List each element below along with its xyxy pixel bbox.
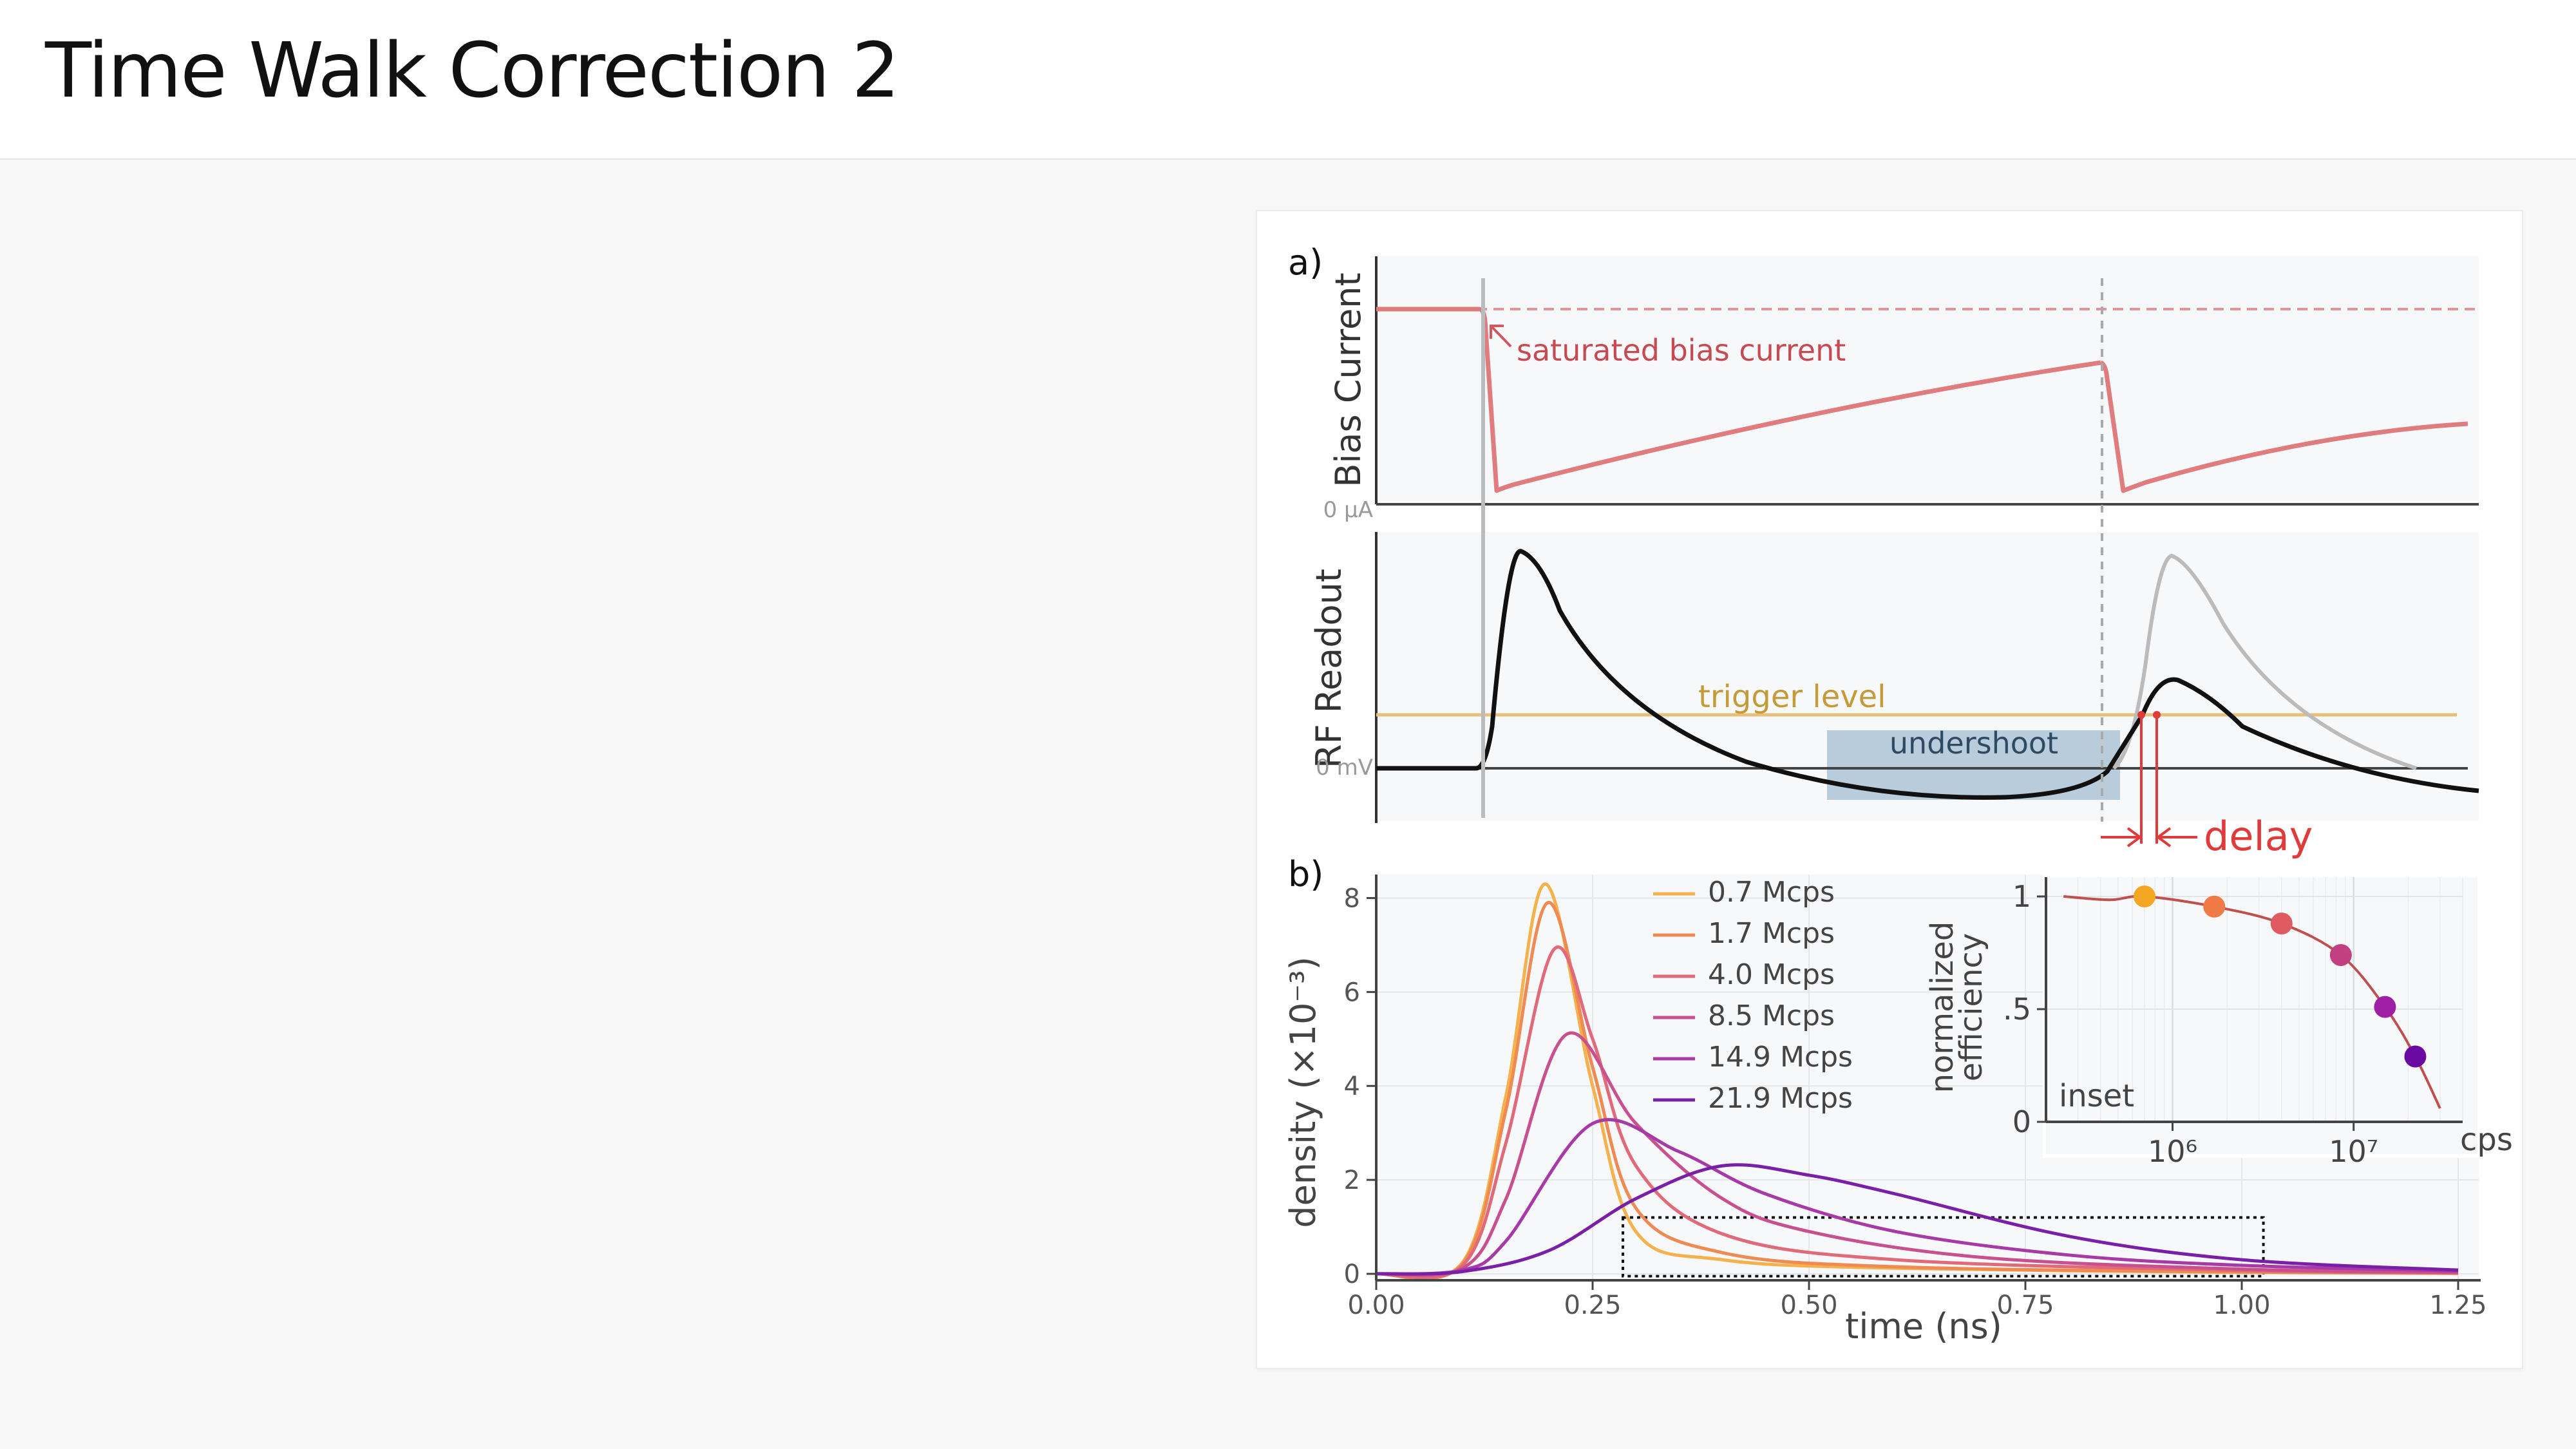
saturated-annotation: saturated bias current: [1517, 333, 1846, 368]
delay-arrowhead-left: [2126, 827, 2143, 848]
density-y-tick-label: 8: [1344, 884, 1360, 913]
density-x-tick-label: 0.75: [1996, 1291, 2054, 1320]
inset-point-4: [2374, 996, 2396, 1018]
panel-a-label: a): [1288, 242, 1323, 283]
rf-ideal-pulse: [2112, 553, 2417, 770]
rf-zero-label: 0 mV: [1316, 755, 1373, 781]
legend-label-1: 1.7 Mcps: [1708, 917, 1835, 950]
bias-current-trace-2: [2099, 360, 2468, 493]
density-series-2: [1376, 945, 2459, 1280]
panel-b-label: b): [1288, 854, 1323, 895]
inset-y-label-line1: normalized: [1924, 922, 1960, 1094]
inset-point-1: [2203, 895, 2226, 918]
density-y-tick-label: 4: [1344, 1072, 1360, 1101]
zoom-box: [1622, 1216, 2265, 1278]
density-x-tick-label: 0.25: [1564, 1291, 1621, 1320]
efficiency-inset: 10⁶ 10⁷ 0 .5 1 inset normalized efficiency c…: [1924, 875, 2513, 1169]
rf-readout-trace: [1376, 549, 2479, 800]
density-x-tick-label: 1.25: [2429, 1291, 2486, 1320]
density-y-label: density (×10⁻³): [1283, 956, 1323, 1227]
inset-x-tick-label: 10⁶: [2148, 1134, 2197, 1169]
inset-label: inset: [2059, 1078, 2134, 1114]
title-bar: Time Walk Correction 2: [0, 0, 2576, 160]
legend-label-2: 4.0 Mcps: [1708, 958, 1835, 991]
density-series-1: [1376, 901, 2459, 1280]
delay-arrowhead-right: [2155, 827, 2172, 848]
bias-y-label: Bias Current: [1328, 272, 1368, 487]
inset-y-tick-label: .5: [2003, 992, 2031, 1027]
figure: a) Bias Current 0 μA saturated bias curr…: [1283, 242, 2513, 1347]
inset-y-label-line2: efficiency: [1953, 933, 1989, 1081]
density-series-5: [1376, 1163, 2459, 1276]
trigger-level-label: trigger level: [1698, 679, 1886, 715]
inset-point-0: [2133, 886, 2155, 907]
inset-y-tick-label: 0: [2012, 1104, 2031, 1139]
legend-label-4: 14.9 Mcps: [1708, 1041, 1853, 1074]
inset-x-tick-label: 10⁷: [2329, 1134, 2378, 1169]
density-y-tick-label: 0: [1344, 1260, 1360, 1289]
bias-plot-area: [1376, 256, 2479, 501]
density-series-3: [1376, 1031, 2459, 1277]
inset-point-2: [2270, 913, 2293, 934]
density-x-tick-label: 0.00: [1347, 1291, 1405, 1320]
inset-y-tick-label: 1: [2012, 879, 2031, 914]
saturated-arrow: [1490, 325, 1512, 348]
density-x-label: time (ns): [1845, 1306, 2002, 1347]
legend-label-3: 8.5 Mcps: [1708, 999, 1835, 1032]
rf-y-label: RF Readout: [1309, 569, 1349, 768]
legend-label-5: 21.9 Mcps: [1708, 1082, 1853, 1115]
bias-zero-label: 0 μA: [1323, 497, 1373, 523]
density-y-tick-label: 2: [1344, 1166, 1360, 1195]
saturated-arrow-head: [1490, 325, 1504, 339]
legend-label-0: 0.7 Mcps: [1708, 876, 1835, 909]
delay-label: delay: [2204, 813, 2313, 860]
inset-point-3: [2329, 944, 2352, 966]
density-x-tick-label: 1.00: [2213, 1291, 2270, 1320]
density-y-tick-label: 6: [1344, 978, 1360, 1007]
inset-point-5: [2404, 1045, 2427, 1068]
figure-card: a) Bias Current 0 μA saturated bias curr…: [1256, 210, 2523, 1369]
inset-x-unit: cps: [2460, 1122, 2513, 1158]
page-title: Time Walk Correction 2: [45, 26, 900, 115]
undershoot-label: undershoot: [1889, 726, 2058, 761]
density-x-tick-label: 0.50: [1780, 1291, 1837, 1320]
density-series-4: [1376, 1118, 2459, 1276]
